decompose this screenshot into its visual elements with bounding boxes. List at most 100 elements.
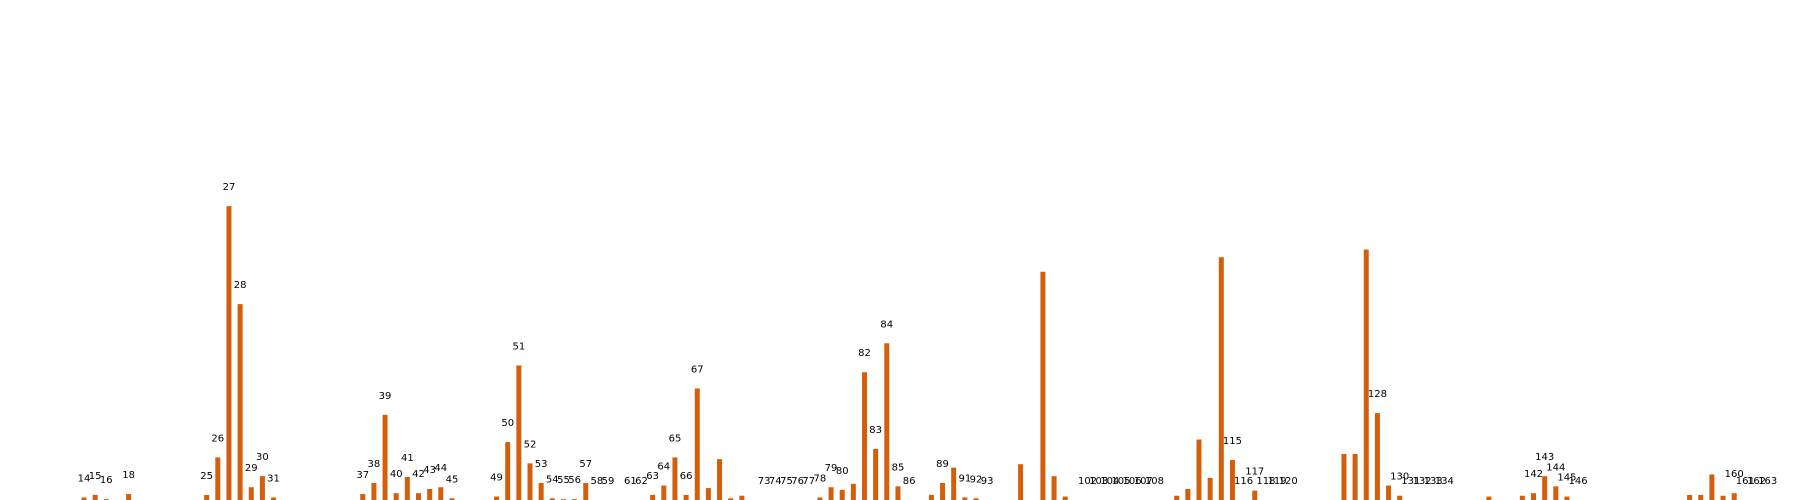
bar-label: 134 (1435, 476, 1454, 487)
bar-label: 103 (1089, 476, 1108, 487)
bar (1185, 488, 1191, 500)
bar-label: 66 (680, 471, 693, 482)
bar (248, 487, 254, 500)
bar (1486, 496, 1492, 500)
bar-label: 57 (579, 459, 592, 470)
bar-label: 130 (1390, 472, 1409, 483)
bar-label: 39 (379, 391, 392, 402)
bar (516, 365, 522, 500)
bar-label: 80 (836, 466, 849, 477)
bar (817, 497, 823, 500)
bar-label: 38 (368, 459, 381, 470)
bar-label: 54 (546, 474, 559, 485)
bar (928, 494, 934, 500)
bar (828, 487, 834, 500)
bar-label: 128 (1368, 389, 1387, 400)
bar (717, 459, 723, 500)
bar-label: 27 (223, 182, 236, 193)
bar-label: 53 (535, 459, 548, 470)
bar-label: 43 (423, 465, 436, 476)
bar-label: 64 (657, 462, 670, 473)
bar (1040, 271, 1046, 500)
bar (1341, 454, 1347, 500)
bar (1397, 495, 1403, 500)
bar-label: 50 (501, 418, 514, 429)
bar-label: 163 (1758, 476, 1777, 487)
bar (1698, 494, 1704, 500)
bar-label: 16 (100, 475, 113, 486)
bar (1196, 439, 1202, 500)
bar (1174, 495, 1180, 500)
bar-label: 58 (591, 476, 604, 487)
bar-label: 131 (1401, 476, 1420, 487)
bar (650, 494, 656, 500)
bar (739, 495, 745, 500)
bar-label: 37 (356, 470, 369, 481)
bar-label: 45 (446, 474, 459, 485)
bar-label: 63 (646, 471, 659, 482)
bar-label: 55 (557, 475, 570, 486)
bar (81, 497, 87, 500)
bar-label: 133 (1424, 476, 1443, 487)
bar (1687, 494, 1693, 500)
bar-label: 14 (78, 473, 91, 484)
bar-label: 102 (1078, 476, 1097, 487)
bar (850, 483, 856, 500)
bar-label: 132 (1412, 476, 1431, 487)
bar-label: 40 (390, 469, 403, 480)
bar (1062, 496, 1068, 500)
bar (1018, 464, 1024, 500)
bar (271, 497, 277, 500)
bar-label: 67 (691, 364, 704, 375)
bar (728, 498, 734, 500)
bar (215, 457, 221, 500)
bar-label: 73 (758, 476, 771, 487)
bar (360, 494, 366, 500)
bar-label: 107 (1134, 476, 1153, 487)
bar (951, 467, 957, 500)
bar (1218, 257, 1224, 500)
bar-label: 115 (1223, 436, 1242, 447)
bar-label: 162 (1747, 476, 1766, 487)
bar-label: 31 (267, 473, 280, 484)
bar-label: 41 (401, 453, 414, 464)
bar (538, 482, 544, 500)
bar-label: 93 (981, 476, 994, 487)
bar-label: 89 (936, 459, 949, 470)
bar (527, 463, 533, 500)
bar (962, 497, 968, 500)
bar (549, 498, 555, 500)
bar (973, 498, 979, 500)
bar (449, 498, 455, 500)
bar-label: 18 (122, 470, 135, 481)
bar (1386, 485, 1392, 500)
bar-label: 65 (669, 433, 682, 444)
bar-label: 42 (412, 469, 425, 480)
bar-label: 28 (234, 280, 247, 291)
bar (204, 494, 210, 500)
bar-label: 15 (89, 471, 102, 482)
bar (126, 494, 132, 500)
bar (1531, 493, 1536, 500)
bar-label: 29 (245, 463, 258, 474)
bar-label: 78 (814, 473, 827, 484)
bar (884, 343, 890, 500)
bar-label: 61 (624, 476, 637, 487)
bar-label: 91 (958, 473, 971, 484)
bar (873, 448, 879, 500)
bar (1374, 413, 1380, 500)
bar (393, 493, 399, 500)
bar (1720, 495, 1726, 500)
bar-label: 83 (869, 425, 882, 436)
bar-label: 82 (858, 348, 871, 359)
bar (1564, 496, 1570, 500)
bar-label: 75 (780, 476, 793, 487)
bar-label: 62 (635, 476, 648, 487)
bar-label: 56 (568, 475, 581, 486)
bar (661, 485, 667, 500)
bar-label: 59 (602, 476, 615, 487)
bar (1207, 477, 1213, 500)
bar (1519, 495, 1525, 500)
